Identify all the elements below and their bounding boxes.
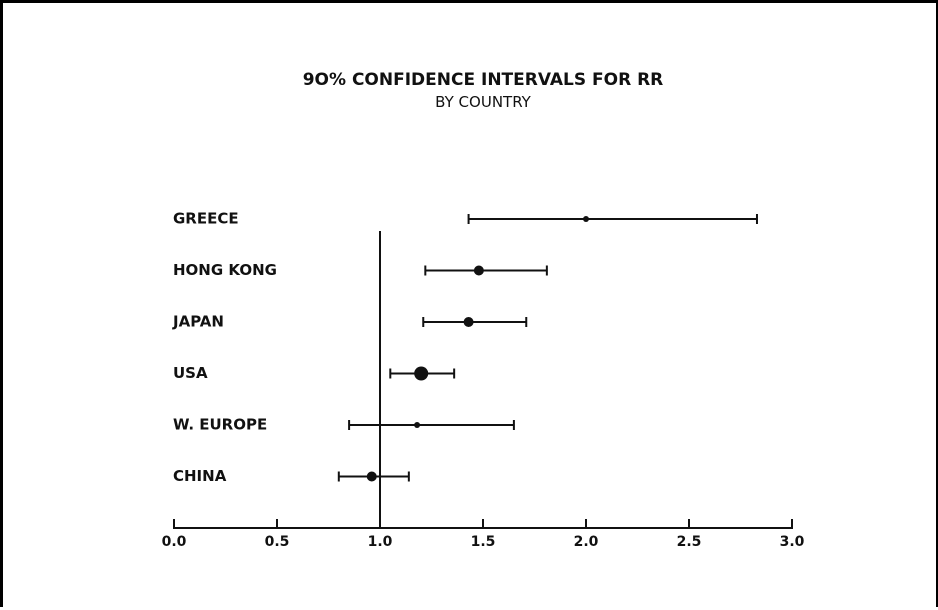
category-label-japan: JAPAN — [172, 313, 224, 331]
category-label-greece: GREECE — [173, 210, 239, 228]
x-tick-label-5: 2.5 — [677, 534, 702, 550]
x-axis: 0.0 0.5 1.0 1.5 2.0 2.5 3.0 — [162, 519, 805, 550]
category-label-w-europe: W. EUROPE — [173, 416, 267, 434]
x-tick-label-6: 3.0 — [780, 534, 805, 550]
x-tick-label-0: 0.0 — [162, 534, 187, 550]
chart-subtitle: BY COUNTRY — [435, 93, 532, 111]
category-label-usa: USA — [173, 364, 208, 382]
category-labels: GREECE HONG KONG JAPAN USA W. EUROPE CHINA — [172, 210, 277, 486]
category-label-china: CHINA — [173, 467, 227, 485]
x-tick-label-2: 1.0 — [368, 534, 393, 550]
point-estimate-usa — [414, 366, 429, 381]
x-tick-label-3: 1.5 — [471, 534, 496, 550]
category-label-hong-kong: HONG KONG — [173, 261, 277, 279]
x-tick-label-4: 2.0 — [574, 534, 599, 550]
chart-title: 9O% CONFIDENCE INTERVALS FOR RR — [303, 70, 664, 90]
interval-layer — [337, 214, 758, 482]
point-estimate-japan — [463, 317, 474, 327]
point-estimate-hong-kong — [473, 265, 484, 276]
point-estimate-china — [366, 471, 377, 482]
point-estimate-w-europe — [414, 422, 421, 428]
confidence-interval-chart: 9O% CONFIDENCE INTERVALS FOR RR BY COUNT… — [162, 70, 805, 550]
point-estimate-greece — [583, 216, 589, 222]
x-tick-label-1: 0.5 — [265, 534, 290, 550]
